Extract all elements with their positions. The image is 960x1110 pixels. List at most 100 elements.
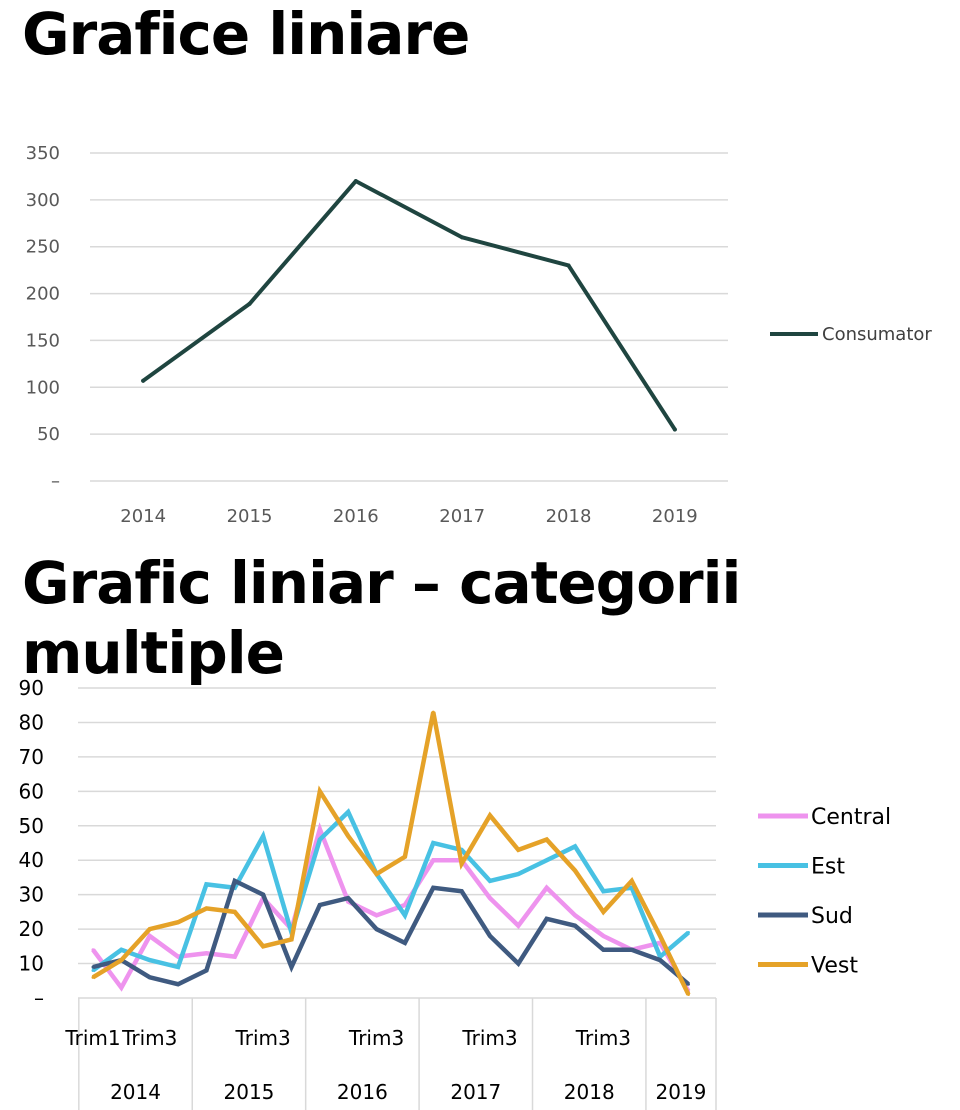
data-point — [516, 848, 520, 852]
data-point — [289, 965, 293, 969]
series-line-consumator — [141, 179, 677, 432]
data-point — [204, 906, 208, 910]
line-chart-consumator: – 50 100 150 200 250 300 350 2014 2015 2016 2017 201… — [26, 143, 933, 527]
data-point — [431, 886, 435, 890]
data-point — [488, 879, 492, 883]
data-point — [148, 958, 152, 962]
data-point — [431, 841, 435, 845]
data-point — [353, 179, 358, 184]
data-point — [460, 889, 464, 893]
data-point — [686, 982, 690, 986]
data-point — [488, 813, 492, 817]
y-tick-label: 200 — [26, 284, 60, 305]
data-point — [403, 903, 407, 907]
x-group-label: 2015 — [224, 1080, 275, 1104]
x-sub-label: Trim3 — [575, 1026, 631, 1050]
x-tick-label: 2018 — [546, 506, 592, 527]
data-point — [148, 927, 152, 931]
data-point — [545, 858, 549, 862]
x-sub-label: Trim1 — [64, 1026, 120, 1050]
data-point — [658, 934, 662, 938]
legend-label: Est — [811, 855, 845, 880]
data-point — [686, 931, 690, 935]
y-tick-label: – — [34, 986, 44, 1010]
legend-label: Consumator — [822, 324, 932, 345]
data-point — [346, 896, 350, 900]
data-point — [375, 913, 379, 917]
data-point — [601, 948, 605, 952]
data-point — [658, 955, 662, 959]
data-point — [488, 934, 492, 938]
legend-label: Sud — [811, 904, 853, 929]
data-point — [516, 924, 520, 928]
x-group-label: 2018 — [564, 1080, 615, 1104]
series-line-central — [91, 822, 691, 993]
data-point — [375, 872, 379, 876]
y-tick-label: 150 — [26, 330, 60, 351]
data-point — [141, 378, 146, 383]
data-point — [573, 869, 577, 873]
chart-title-single: Grafice liniare — [22, 0, 470, 68]
y-tick-label: 50 — [19, 814, 44, 838]
data-point — [119, 958, 123, 962]
data-point — [204, 882, 208, 886]
x-group-label: 2014 — [110, 1080, 161, 1104]
data-point — [91, 965, 95, 969]
data-point — [545, 886, 549, 890]
data-point — [516, 962, 520, 966]
y-tick-label: 30 — [19, 883, 44, 907]
data-point — [573, 924, 577, 928]
data-point — [233, 955, 237, 959]
x-sub-label: Trim3 — [461, 1026, 517, 1050]
data-point — [601, 910, 605, 914]
data-point — [460, 235, 465, 240]
y-tick-label: 100 — [26, 377, 60, 398]
y-tick-label: 70 — [19, 745, 44, 769]
data-point — [403, 913, 407, 917]
data-point — [318, 903, 322, 907]
data-point — [566, 263, 571, 268]
x-sub-label: Trim3 — [348, 1026, 404, 1050]
data-point — [318, 789, 322, 793]
series-line-vest — [91, 711, 691, 996]
x-group-label: 2016 — [337, 1080, 388, 1104]
data-point — [261, 944, 265, 948]
data-point — [431, 858, 435, 862]
data-point — [204, 968, 208, 972]
data-point — [148, 975, 152, 979]
legend-label: Vest — [811, 954, 858, 979]
series-line-est — [91, 808, 690, 973]
data-point — [516, 872, 520, 876]
y-tick-label: 80 — [19, 710, 44, 734]
y-tick-label: – — [51, 471, 60, 492]
data-point — [91, 948, 95, 952]
data-point — [318, 838, 322, 842]
y-tick-label: 300 — [26, 190, 60, 211]
y-tick-label: 250 — [26, 237, 60, 258]
y-tick-label: 60 — [19, 779, 44, 803]
data-point — [545, 838, 549, 842]
data-point — [630, 879, 634, 883]
y-tick-label: 10 — [19, 952, 44, 976]
data-point — [672, 427, 677, 432]
data-point — [601, 889, 605, 893]
data-point — [233, 910, 237, 914]
x-group-label: 2017 — [450, 1080, 501, 1104]
data-point — [346, 810, 350, 814]
data-point — [573, 844, 577, 848]
data-point — [545, 917, 549, 921]
data-point — [658, 958, 662, 962]
data-point — [346, 834, 350, 838]
y-tick-label: 90 — [19, 676, 44, 700]
series-line-sud — [92, 877, 690, 987]
data-point — [289, 937, 293, 941]
data-point — [148, 934, 152, 938]
data-point — [176, 982, 180, 986]
chart-title-multi: Grafic liniar – categorii multiple — [22, 549, 741, 687]
data-point — [686, 993, 690, 997]
data-point — [91, 975, 95, 979]
data-point — [204, 951, 208, 955]
x-tick-label: 2016 — [333, 506, 379, 527]
data-point — [431, 710, 435, 714]
data-point — [403, 941, 407, 945]
